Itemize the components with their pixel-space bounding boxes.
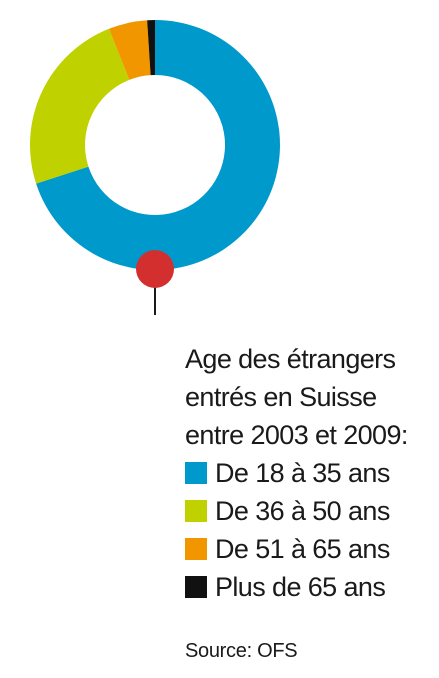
legend-block: Age des étrangers entrés en Suisse entre… [185,340,435,606]
legend: De 18 à 35 ans De 36 à 50 ans De 51 à 65… [185,454,435,606]
chart-title: Age des étrangers entrés en Suisse entre… [185,340,435,454]
legend-item-18-35: De 18 à 35 ans [185,454,435,492]
legend-label-36-50: De 36 à 50 ans [215,495,390,526]
legend-item-51-65: De 51 à 65 ans [185,530,435,568]
legend-label-51-65: De 51 à 65 ans [215,533,390,564]
title-line-1: Age des étrangers [185,344,396,374]
slice-36-50 [29,28,130,184]
donut-chart [29,20,281,315]
title-line-2: entrés en Suisse [185,382,377,412]
legend-swatch-36-50 [185,500,207,522]
legend-label-18-35: De 18 à 35 ans [215,457,390,488]
source-note: Source: OFS [185,640,298,662]
donut-slices [29,20,281,271]
slice-51-65 [108,20,151,80]
legend-label-65-plus: Plus de 65 ans [215,571,386,602]
legend-swatch-18-35 [185,462,207,484]
legend-swatch-51-65 [185,538,207,560]
title-line-3: entre 2003 et 2009: [185,420,408,450]
slice-18-35 [36,20,281,271]
slice-65-plus [147,20,155,76]
pin-marker [136,250,174,288]
legend-item-65-plus: Plus de 65 ans [185,568,435,606]
legend-item-36-50: De 36 à 50 ans [185,492,435,530]
legend-swatch-65-plus [185,576,207,598]
